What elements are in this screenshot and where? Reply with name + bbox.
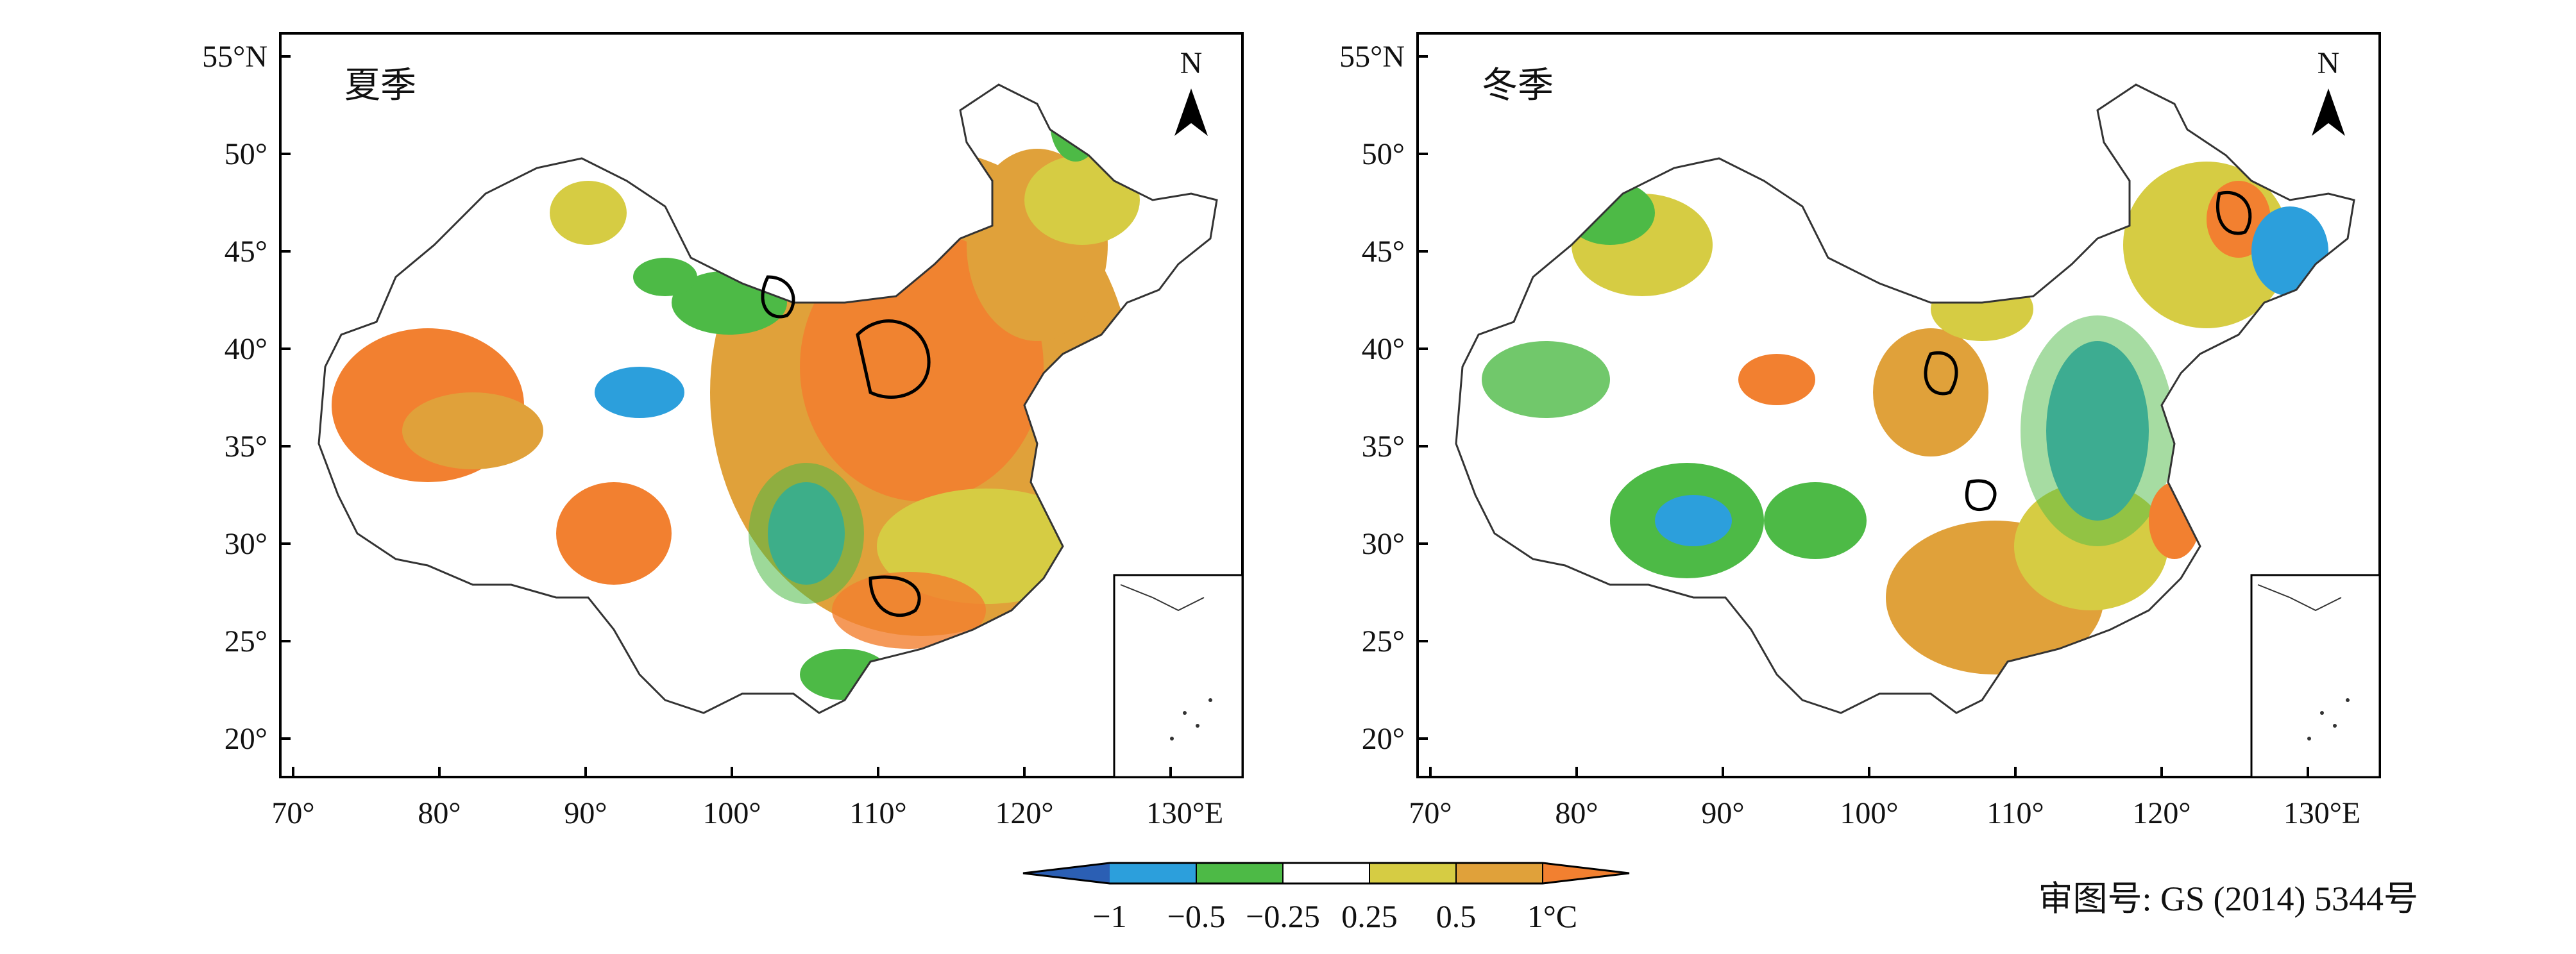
north-arrow-icon <box>1174 88 1208 136</box>
lon-label: 130°E <box>2284 796 2361 830</box>
lat-label: 35° <box>1362 430 1405 464</box>
anomaly-field <box>319 85 1217 713</box>
colorbar-segment <box>1283 863 1369 883</box>
colorbar-label: 1°C <box>1527 898 1577 934</box>
lon-label: 120° <box>2132 796 2190 830</box>
south-china-sea-inset <box>1113 574 1244 778</box>
lat-label: 55°N <box>1339 40 1405 74</box>
lat-label: 20° <box>1362 722 1405 756</box>
lat-label: 25° <box>1362 624 1405 658</box>
significance-contour <box>856 319 931 399</box>
north-arrow-icon <box>2312 88 2345 136</box>
panel-title: 冬季 <box>1482 66 1554 106</box>
lat-label: 55°N <box>202 40 267 74</box>
lon-label: 70° <box>271 796 314 830</box>
lat-axis: 55°N 50° 45° 40° 35° 30° 25° 20° <box>1339 40 1428 756</box>
colorbar-label: 0.25 <box>1341 898 1398 934</box>
lat-label: 20° <box>225 722 267 756</box>
colorbar-segment <box>1456 863 1543 883</box>
colorbar-segment <box>1369 863 1456 883</box>
lon-label: 100° <box>1840 796 1898 830</box>
lat-label: 40° <box>1362 332 1405 366</box>
lon-axis: 70° 80° 90° 100° 110° 120° 130°E <box>271 767 1223 830</box>
lon-label: 110° <box>1987 796 2044 830</box>
map-frame <box>279 32 1244 778</box>
significance-contour <box>1924 351 1958 396</box>
lat-label: 40° <box>225 332 267 366</box>
colorbar-segment <box>1110 863 1196 883</box>
lat-label: 50° <box>1362 137 1405 171</box>
map-approval-number: 审图号: GS (2014) 5344号 <box>2038 880 2419 918</box>
colorbar-segment <box>1023 863 1110 883</box>
lat-label: 35° <box>225 430 267 464</box>
significance-contour <box>761 275 795 319</box>
lon-label: 100° <box>702 796 761 830</box>
colorbar-label: −0.25 <box>1246 898 1320 934</box>
lat-label: 30° <box>225 527 267 561</box>
south-china-sea-inset <box>2250 574 2381 778</box>
lon-label: 80° <box>418 796 461 830</box>
lon-label: 90° <box>564 796 607 830</box>
lon-label: 110° <box>849 796 906 830</box>
lon-axis: 70° 80° 90° 100° 110° 120° 130°E <box>1409 767 2360 830</box>
lat-label: 45° <box>225 235 267 269</box>
lon-label: 70° <box>1409 796 1452 830</box>
colorbar: −1 −0.5 −0.25 0.25 0.5 1°C <box>1022 862 1630 934</box>
lat-label: 30° <box>1362 527 1405 561</box>
map-panel-winter: N 冬季 55°N 50° 45° 40° 35° 30° 25° 20° <box>1339 32 2381 830</box>
colorbar-label: −0.5 <box>1167 898 1226 934</box>
lon-label: 120° <box>995 796 1053 830</box>
colorbar-label: 0.5 <box>1436 898 1477 934</box>
significance-contour <box>2216 191 2252 235</box>
lat-label: 45° <box>1362 235 1405 269</box>
significance-contour <box>869 575 921 617</box>
panel-title: 夏季 <box>344 66 416 106</box>
north-label: N <box>1180 46 1203 80</box>
colorbar-segment <box>1543 863 1629 883</box>
lat-label: 50° <box>225 137 267 171</box>
lon-label: 80° <box>1555 796 1598 830</box>
colorbar-label: −1 <box>1092 898 1126 934</box>
lat-label: 25° <box>225 624 267 658</box>
anomaly-field <box>1456 85 2354 713</box>
lat-axis: 55°N 50° 45° 40° 35° 30° 25° 20° <box>202 40 291 756</box>
map-frame <box>1416 32 2381 778</box>
colorbar-segment <box>1196 863 1283 883</box>
lon-label: 130°E <box>1146 796 1224 830</box>
significance-contour <box>1965 479 1997 512</box>
map-panel-summer: N 夏季 55°N 50° 45° 40° 35° 30° 25° 20° <box>202 32 1244 830</box>
north-label: N <box>2318 46 2340 80</box>
lon-label: 90° <box>1701 796 1744 830</box>
